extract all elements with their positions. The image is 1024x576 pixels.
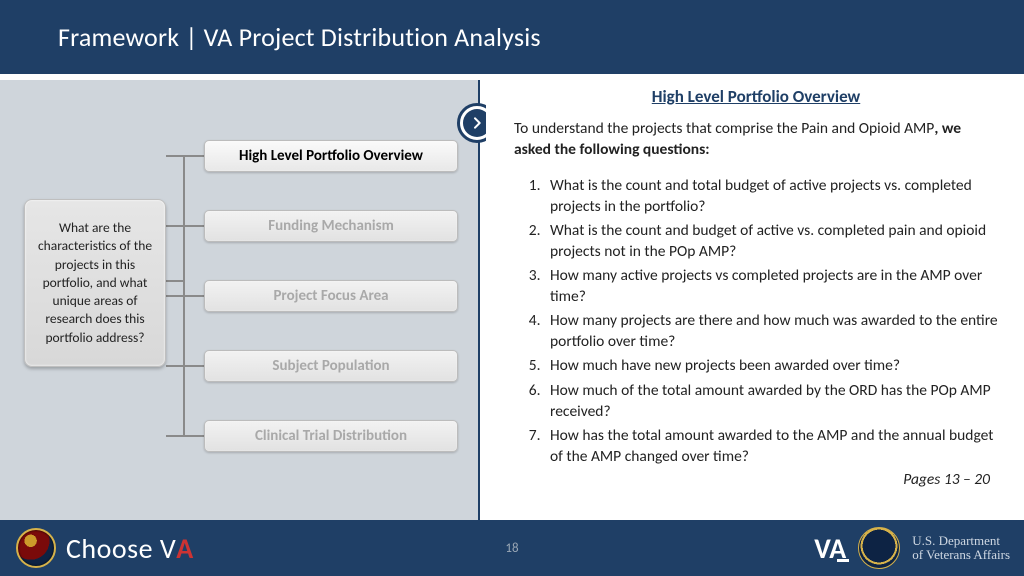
tree-stub: [166, 435, 204, 437]
question-item: How much of the total amount awarded by …: [544, 380, 998, 422]
slide: Framework | VA Project Distribution Anal…: [0, 0, 1024, 576]
question-list: What is the count and total budget of ac…: [544, 175, 998, 467]
intro-plain: To understand the projects that comprise…: [514, 119, 934, 138]
dept-line2: of Veterans Affairs: [912, 548, 1010, 562]
tree-stub: [166, 155, 204, 157]
footer-right: VA U.S. Department of Veterans Affairs: [814, 527, 1010, 569]
tree-stub: [166, 295, 204, 297]
dept-seal-icon: [858, 527, 900, 569]
question-item: How has the total amount awarded to the …: [544, 425, 998, 467]
question-item: How much have new projects been awarded …: [544, 355, 998, 376]
category-3[interactable]: Project Focus Area: [204, 280, 458, 312]
slide-header: Framework | VA Project Distribution Anal…: [0, 0, 1024, 74]
slide-title: Framework | VA Project Distribution Anal…: [58, 21, 541, 53]
category-5[interactable]: Clinical Trial Distribution: [204, 420, 458, 452]
dept-name: U.S. Department of Veterans Affairs: [912, 534, 1010, 563]
dept-line1: U.S. Department: [912, 534, 1010, 548]
tree-root-stub: [166, 280, 184, 282]
tree-stub: [166, 365, 204, 367]
pages-range: Pages 13 – 20: [514, 470, 998, 489]
right-panel: High Level Portfolio Overview To underst…: [486, 80, 1016, 520]
slide-footer: 18 Choose VA VA U.S. Department of Veter…: [0, 520, 1024, 576]
category-1[interactable]: High Level Portfolio Overview: [204, 140, 458, 172]
question-item: How many active projects vs completed pr…: [544, 265, 998, 307]
question-item: What is the count and total budget of ac…: [544, 175, 998, 217]
panel-divider: [478, 80, 480, 520]
section-intro: To understand the projects that comprise…: [514, 119, 998, 161]
va-wordmark: VA: [814, 531, 846, 566]
tree-stub: [166, 225, 204, 227]
question-box: What are the characteristics of the proj…: [24, 199, 166, 367]
question-item: What is the count and budget of active v…: [544, 220, 998, 262]
section-title: High Level Portfolio Overview: [514, 86, 998, 107]
category-2[interactable]: Funding Mechanism: [204, 210, 458, 242]
category-4[interactable]: Subject Population: [204, 350, 458, 382]
question-item: How many projects are there and how much…: [544, 310, 998, 352]
